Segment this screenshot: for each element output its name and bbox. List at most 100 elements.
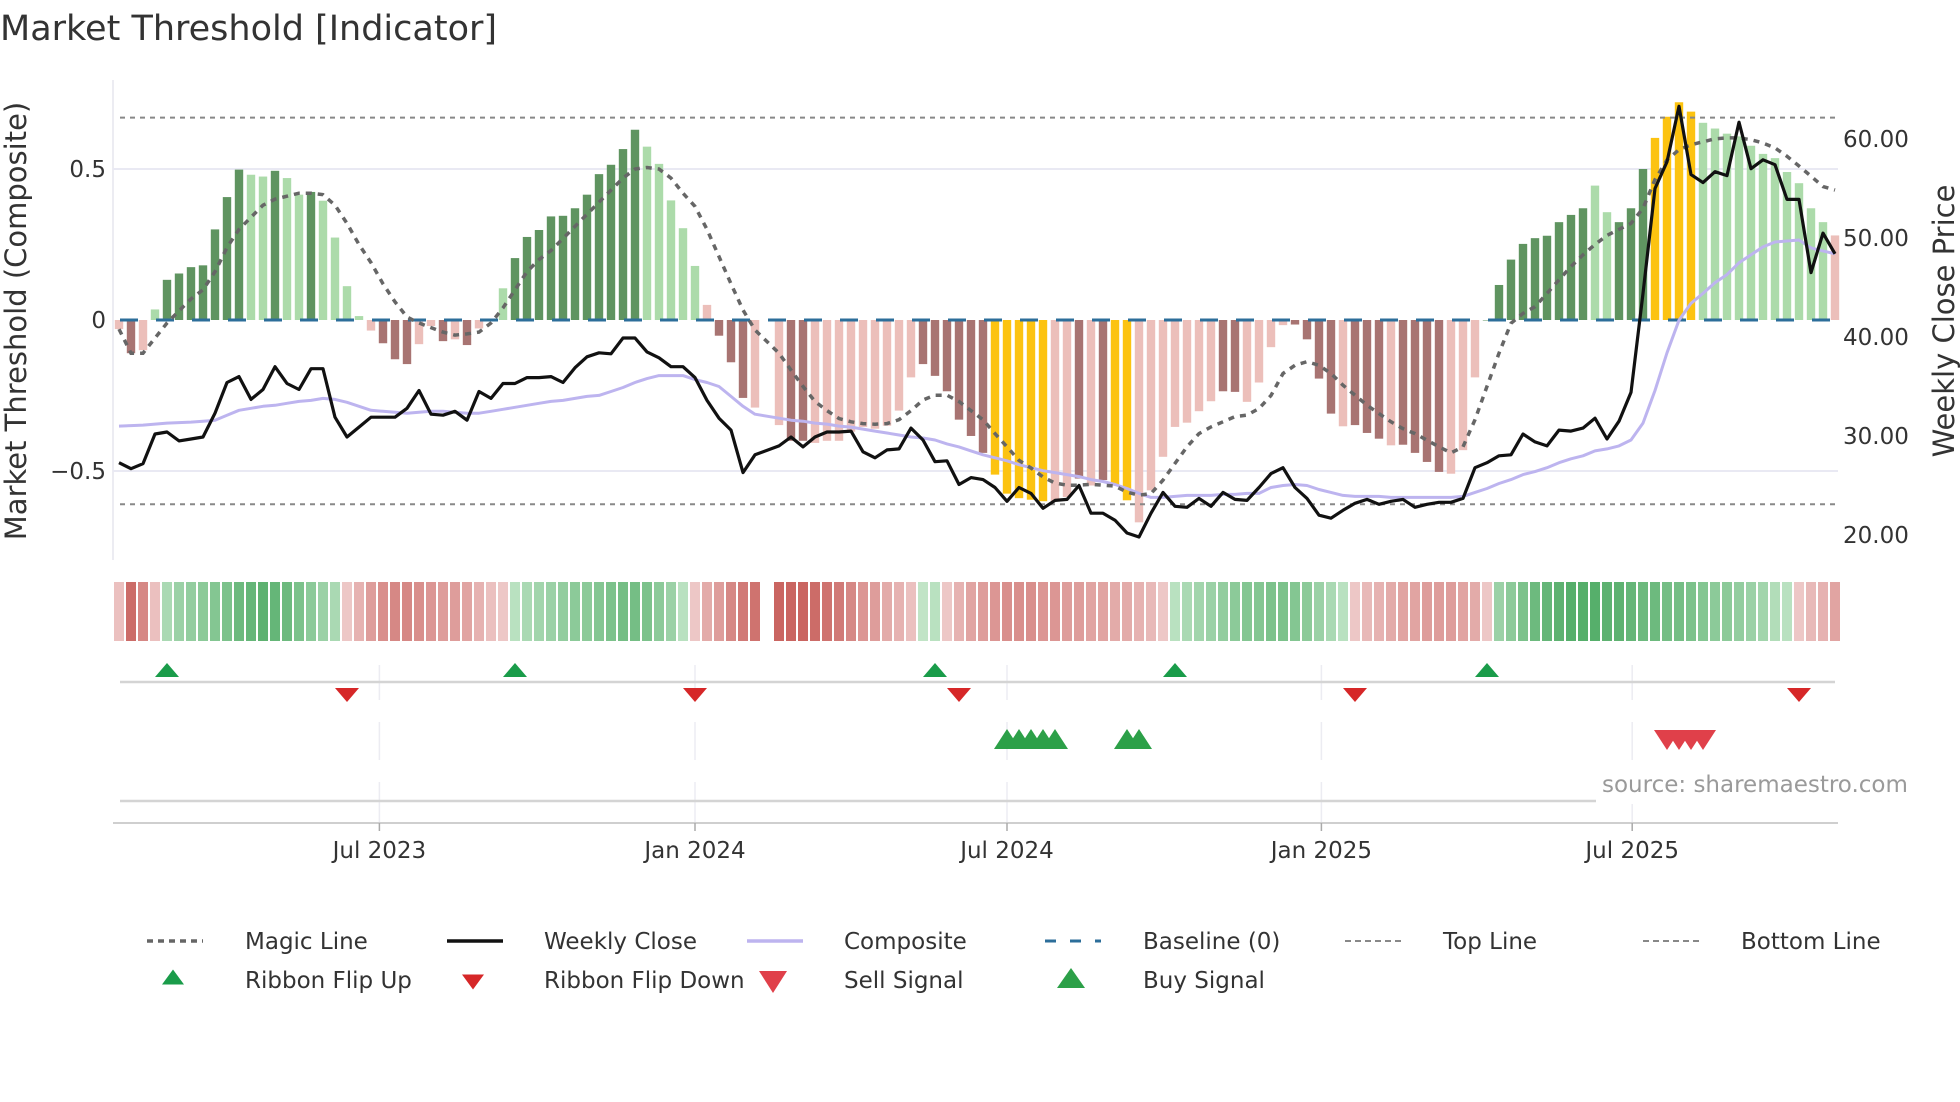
- threshold-bar: [366, 320, 376, 331]
- threshold-bar: [1110, 320, 1120, 486]
- threshold-bar: [306, 191, 316, 320]
- threshold-bar: [1782, 172, 1792, 320]
- right-tick-label: 20.00: [1843, 523, 1909, 549]
- ribbon-cell: [1410, 582, 1420, 641]
- ribbon-cell: [1110, 582, 1120, 641]
- ribbon-cell: [678, 582, 688, 641]
- ribbon-cell: [1794, 582, 1804, 641]
- threshold-bar: [114, 320, 124, 330]
- magic-line: [117, 136, 1836, 497]
- ribbon-cell: [1830, 582, 1840, 641]
- threshold-bar: [1002, 320, 1012, 494]
- threshold-bar: [630, 129, 640, 320]
- legend-label-top-line: Top Line: [1442, 929, 1537, 955]
- threshold-bar: [522, 236, 532, 320]
- ribbon-cell: [978, 582, 988, 641]
- threshold-bar: [882, 320, 892, 426]
- ribbon-cell: [1290, 582, 1300, 641]
- ribbon-cell: [1278, 582, 1288, 641]
- right-tick-label: 60.00: [1843, 127, 1909, 153]
- threshold-bar: [726, 320, 736, 363]
- threshold-bar: [354, 316, 364, 320]
- ribbon-cell: [114, 582, 124, 641]
- ribbon-flip-down-marker: [1343, 688, 1367, 702]
- ribbon-cell: [1098, 582, 1108, 641]
- ribbon-cell: [822, 582, 832, 641]
- threshold-bar: [738, 320, 748, 398]
- threshold-bar: [1686, 111, 1696, 321]
- threshold-bar: [1722, 133, 1732, 320]
- threshold-bar: [198, 265, 208, 320]
- left-tick-label: 0: [91, 308, 106, 334]
- ribbon-cell: [1734, 582, 1744, 641]
- ribbon-flip-down-marker: [1787, 688, 1811, 702]
- threshold-bar: [1818, 222, 1828, 320]
- ribbon-strip: [114, 582, 1840, 641]
- ribbon-cell: [1074, 582, 1084, 641]
- ribbon-flip-up-marker: [923, 663, 947, 677]
- ribbon-cell: [138, 582, 148, 641]
- x-tick-label: Jan 2025: [1269, 838, 1372, 864]
- threshold-bar: [834, 320, 844, 441]
- ribbon-cell: [1230, 582, 1240, 641]
- ribbon-cell: [1590, 582, 1600, 641]
- threshold-bar: [270, 170, 280, 320]
- legend-label-buy-signal: Buy Signal: [1143, 968, 1265, 994]
- threshold-bar: [870, 320, 880, 429]
- threshold-bar: [594, 174, 604, 320]
- threshold-bar: [1050, 320, 1060, 502]
- chart-title: Market Threshold [Indicator]: [0, 9, 497, 49]
- ribbon-cell: [1050, 582, 1060, 641]
- ribbon-cell: [1026, 582, 1036, 641]
- ribbon-cell: [666, 582, 676, 641]
- threshold-bar: [954, 320, 964, 420]
- threshold-bar: [1278, 320, 1288, 326]
- ribbon-cell: [150, 582, 160, 641]
- legend-label-weekly-close: Weekly Close: [544, 929, 697, 955]
- ribbon-flip-up-marker: [1475, 663, 1499, 677]
- threshold-bar: [426, 320, 436, 327]
- threshold-bar: [1194, 320, 1204, 412]
- ribbon-cell: [1038, 582, 1048, 641]
- ribbon-cell: [1194, 582, 1204, 641]
- threshold-bar: [378, 320, 388, 344]
- threshold-bar: [894, 320, 904, 411]
- threshold-bar: [390, 320, 400, 360]
- x-tick-label: Jul 2024: [958, 838, 1054, 864]
- threshold-bar: [330, 237, 340, 320]
- threshold-bar: [1098, 320, 1108, 481]
- ribbon-cell: [1122, 582, 1132, 641]
- ribbon-cell: [654, 582, 664, 641]
- ribbon-cell: [1446, 582, 1456, 641]
- ribbon-cell: [1218, 582, 1228, 641]
- ribbon-cell: [618, 582, 628, 641]
- threshold-bar: [546, 216, 556, 320]
- x-tick-label: Jul 2023: [331, 838, 427, 864]
- ribbon-cell: [246, 582, 256, 641]
- ribbon-flip-down-marker: [683, 688, 707, 702]
- threshold-bar: [786, 320, 796, 441]
- threshold-bar: [1266, 320, 1276, 348]
- ribbon-cell: [1422, 582, 1432, 641]
- axes: 0.5 0 −0.5 60.00 50.00 40.00 30.00 20.00 Jul 202…: [50, 127, 1909, 864]
- threshold-bar: [1626, 208, 1636, 320]
- ribbon-cell: [1062, 582, 1072, 641]
- ribbon-cell: [1554, 582, 1564, 641]
- threshold-bar: [1062, 320, 1072, 497]
- legend-label-ribbon-flip-down: Ribbon Flip Down: [544, 968, 745, 994]
- ribbon-cell: [1674, 582, 1684, 641]
- ribbon-cell: [870, 582, 880, 641]
- threshold-bar: [1074, 320, 1084, 479]
- threshold-bar: [1554, 222, 1564, 320]
- threshold-bar: [570, 208, 580, 320]
- ribbon-cell: [630, 582, 640, 641]
- threshold-bar: [1386, 320, 1396, 446]
- threshold-bar: [1170, 320, 1180, 427]
- ribbon-cell: [582, 582, 592, 641]
- threshold-bar: [930, 320, 940, 376]
- ribbon-cell: [642, 582, 652, 641]
- right-axis-title: Weekly Close Price: [1927, 185, 1960, 458]
- threshold-bar: [1374, 320, 1384, 439]
- ribbon-cell: [1530, 582, 1540, 641]
- ribbon-cell: [1482, 582, 1492, 641]
